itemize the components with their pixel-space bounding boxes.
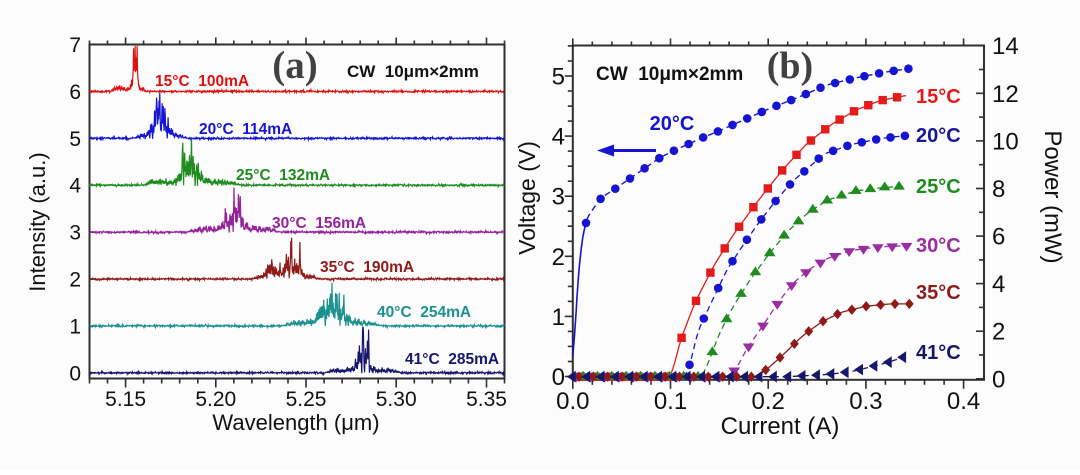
svg-text:3: 3	[552, 184, 565, 211]
svg-text:30°C 156mA: 30°C 156mA	[272, 215, 366, 232]
svg-text:5.30: 5.30	[376, 388, 417, 411]
svg-text:10: 10	[992, 128, 1019, 155]
svg-text:0.3: 0.3	[849, 388, 882, 415]
svg-text:CW 10μm×2mm: CW 10μm×2mm	[596, 64, 743, 85]
svg-text:5: 5	[69, 128, 81, 151]
svg-text:0: 0	[552, 364, 565, 391]
svg-text:4: 4	[552, 124, 565, 151]
svg-text:CW 10μm×2mm: CW 10μm×2mm	[347, 62, 479, 81]
svg-text:20°C 114mA: 20°C 114mA	[199, 121, 292, 138]
svg-text:5.35: 5.35	[466, 388, 507, 411]
svg-text:6: 6	[992, 224, 1005, 251]
svg-text:1: 1	[69, 315, 81, 338]
svg-text:41°C: 41°C	[916, 342, 961, 364]
svg-text:2: 2	[69, 269, 81, 292]
svg-text:0: 0	[992, 366, 1005, 393]
svg-text:Current (A): Current (A)	[721, 413, 840, 440]
svg-text:35°C 190mA: 35°C 190mA	[320, 259, 414, 276]
svg-text:0: 0	[69, 362, 81, 385]
svg-text:5.20: 5.20	[195, 388, 236, 411]
svg-text:2: 2	[552, 244, 565, 271]
svg-text:41°C 285mA: 41°C 285mA	[405, 351, 499, 368]
svg-text:20°C: 20°C	[650, 113, 695, 135]
svg-text:0.2: 0.2	[752, 388, 785, 415]
svg-text:4: 4	[69, 175, 81, 198]
svg-text:Wavelength (μm): Wavelength (μm)	[212, 410, 379, 435]
svg-text:7: 7	[69, 34, 81, 57]
svg-text:25°C 132mA: 25°C 132mA	[236, 167, 330, 184]
svg-text:6: 6	[69, 81, 81, 104]
svg-text:5.25: 5.25	[286, 388, 327, 411]
svg-text:14: 14	[992, 33, 1019, 60]
svg-text:0.4: 0.4	[947, 388, 980, 415]
svg-text:35°C: 35°C	[916, 282, 961, 304]
svg-text:5.15: 5.15	[105, 388, 146, 411]
svg-text:Intensity (a.u.): Intensity (a.u.)	[25, 152, 50, 291]
svg-text:8: 8	[992, 176, 1005, 203]
svg-text:0.1: 0.1	[654, 388, 687, 415]
svg-text:(b): (b)	[767, 45, 813, 87]
svg-text:12: 12	[992, 81, 1019, 108]
svg-text:30°C: 30°C	[916, 235, 961, 257]
svg-text:15°C: 15°C	[916, 86, 961, 108]
svg-text:0.0: 0.0	[556, 388, 589, 415]
svg-text:4: 4	[992, 271, 1005, 298]
svg-text:Power (mW): Power (mW)	[1039, 130, 1066, 263]
svg-text:40°C 254mA: 40°C 254mA	[377, 304, 471, 321]
svg-text:1: 1	[552, 304, 565, 331]
svg-text:(a): (a)	[272, 44, 317, 87]
svg-text:25°C: 25°C	[916, 176, 961, 198]
svg-text:3: 3	[69, 222, 81, 245]
svg-text:15°C 100mA: 15°C 100mA	[155, 73, 249, 90]
svg-text:2: 2	[992, 319, 1005, 346]
svg-text:Voltage (V): Voltage (V)	[514, 141, 540, 255]
svg-text:20°C: 20°C	[916, 125, 961, 147]
svg-text:5: 5	[552, 64, 565, 91]
